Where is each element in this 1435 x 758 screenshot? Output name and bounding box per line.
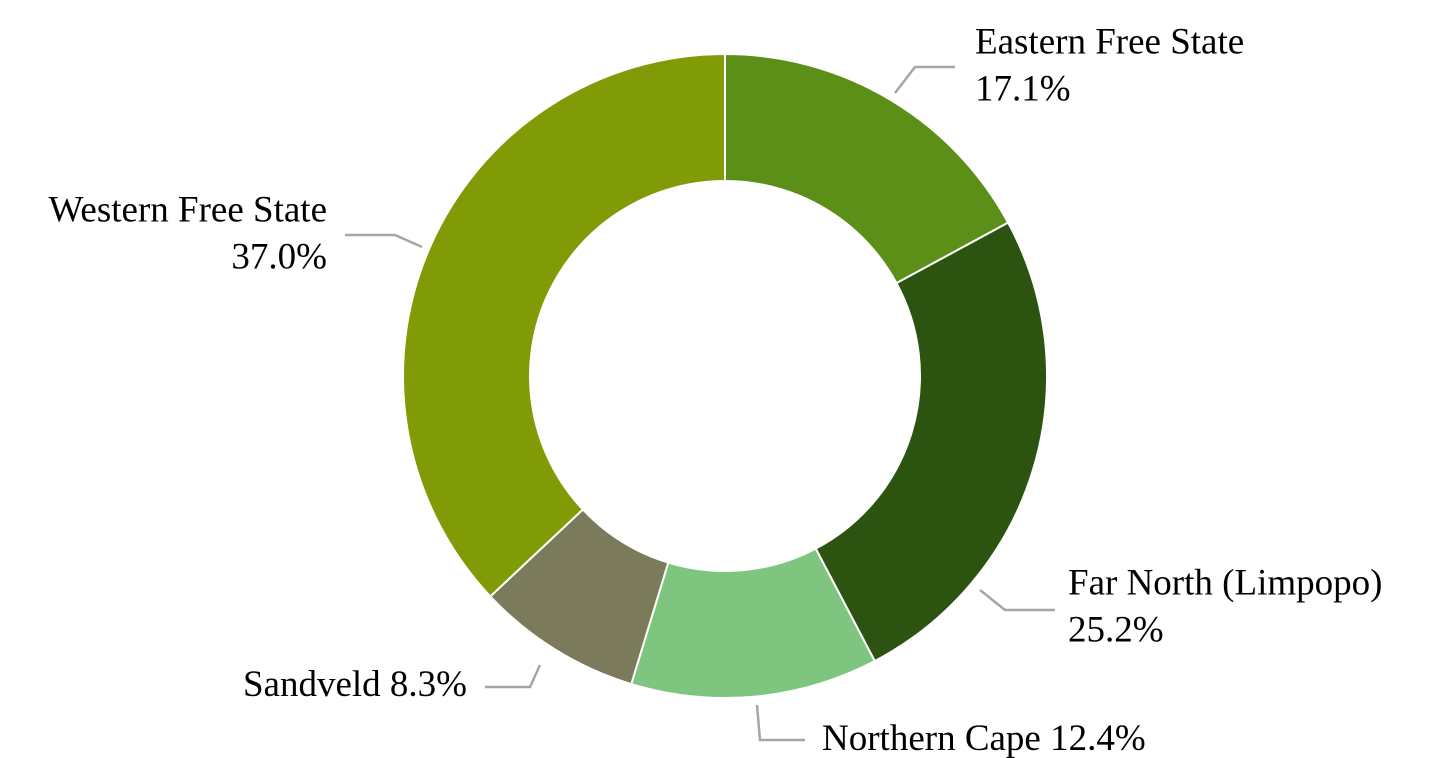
category-label: Eastern Free State bbox=[975, 21, 1244, 62]
category-label: Far North (Limpopo) bbox=[1068, 562, 1382, 603]
data-label: Northern Cape 12.4% bbox=[822, 718, 1146, 758]
donut-slice bbox=[724, 52, 1010, 285]
category-label: Sandveld bbox=[243, 664, 381, 705]
leader-line bbox=[894, 65, 955, 94]
value-label: 17.1% bbox=[975, 68, 1071, 109]
donut-slice bbox=[814, 221, 1048, 663]
value-label: 8.3% bbox=[390, 664, 467, 705]
category-label: Western Free State bbox=[48, 189, 327, 230]
value-label: 12.4% bbox=[1050, 718, 1146, 758]
category-label: Northern Cape bbox=[822, 718, 1041, 758]
leader-line bbox=[485, 664, 542, 689]
leader-line bbox=[345, 233, 423, 249]
value-label: 25.2% bbox=[1068, 609, 1164, 650]
leader-line bbox=[979, 589, 1055, 612]
leader-line bbox=[755, 704, 805, 742]
donut-slice bbox=[402, 52, 726, 598]
value-label: 37.0% bbox=[231, 236, 327, 277]
data-label: Sandveld 8.3% bbox=[243, 664, 467, 705]
